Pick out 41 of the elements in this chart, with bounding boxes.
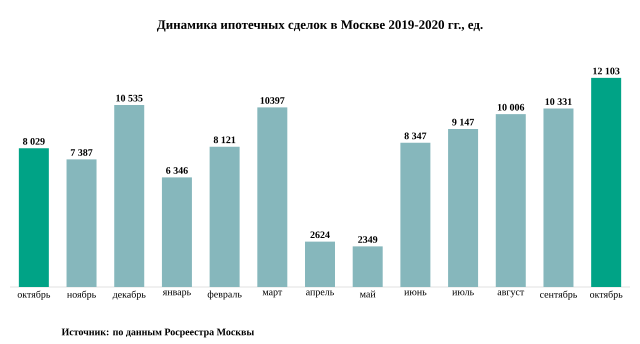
data-label: 2624 [310, 231, 330, 238]
data-label: 6 346 [166, 167, 188, 174]
data-label: 7 387 [70, 149, 92, 156]
data-label: 8 121 [214, 136, 236, 144]
data-label: 9 147 [452, 118, 474, 126]
bar [448, 128, 478, 287]
data-label: 12 103 [593, 68, 620, 74]
data-label: 10397 [260, 97, 285, 104]
x-tick-label: октябрь [590, 290, 622, 300]
x-tick-label: июль [452, 290, 474, 296]
bar [66, 159, 97, 287]
text: Источник: по данным Росреестра Москвы [62, 328, 254, 338]
bar [210, 146, 240, 287]
bar [257, 107, 288, 287]
data-label: 2349 [358, 236, 378, 243]
x-tick-label: август [498, 290, 524, 298]
bar [352, 246, 383, 287]
chart-title: Динамика ипотечных сделок в Москве 2019-2020 гг., ед. [156, 20, 483, 32]
data-label: 10 535 [116, 94, 143, 102]
bar [496, 114, 526, 287]
x-tick-label: ноябрь [67, 290, 96, 300]
x-tick-label: январь [162, 290, 191, 298]
bar [400, 142, 430, 287]
data-label: 10 006 [498, 104, 524, 111]
bar [305, 242, 336, 287]
x-tick-label: май [360, 290, 376, 298]
x-tick-label: декабрь [112, 290, 146, 300]
bar [162, 177, 192, 287]
bar [591, 78, 622, 287]
bar [543, 108, 574, 287]
x-tick-label: апрель [306, 290, 334, 298]
x-tick-label: сентябрь [540, 290, 578, 300]
bar [18, 148, 49, 287]
x-tick-label: март [262, 290, 282, 298]
data-label: 10 331 [546, 98, 572, 105]
bar [114, 104, 144, 287]
x-tick-label: июнь [404, 290, 426, 296]
x-tick-label: февраль [208, 290, 242, 300]
data-label: 8 347 [404, 132, 426, 140]
data-label: 8 029 [22, 138, 45, 145]
x-tick-label: октябрь [18, 290, 50, 300]
